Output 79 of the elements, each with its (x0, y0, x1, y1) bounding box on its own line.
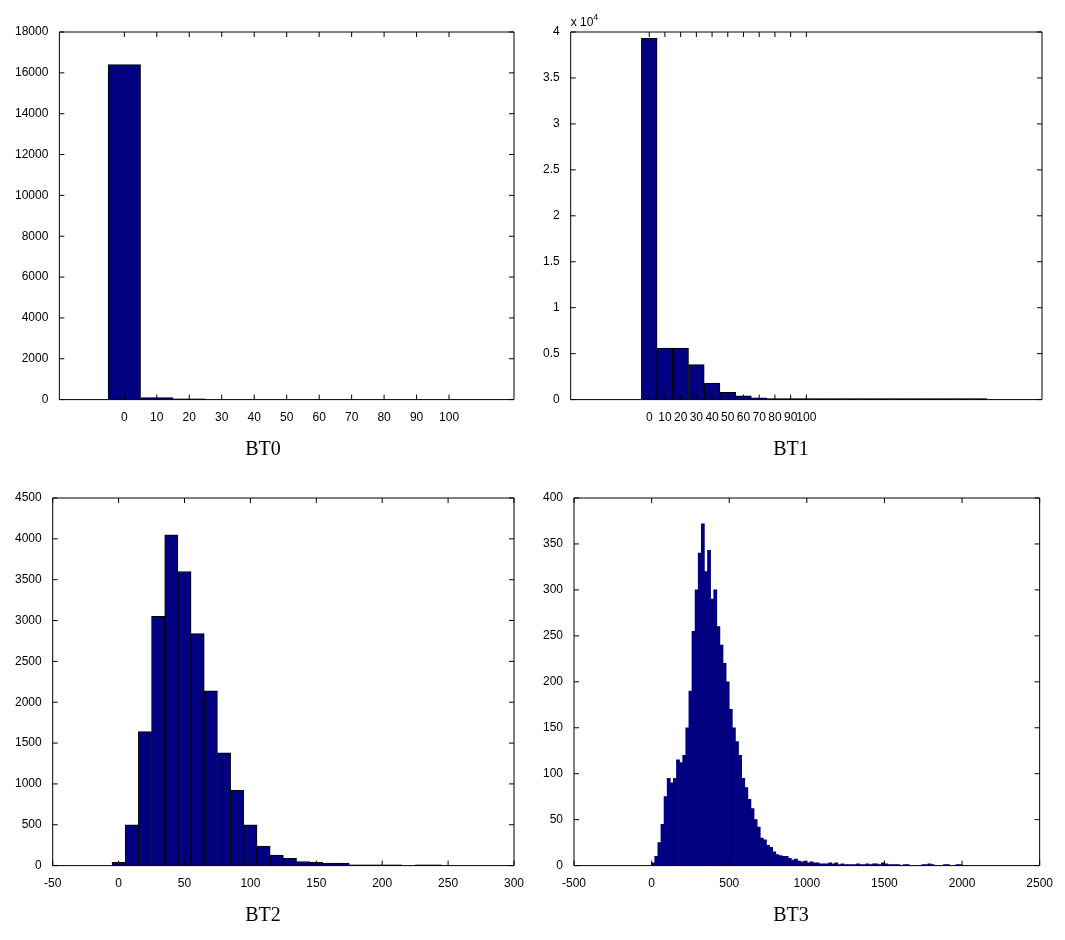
y-tick-label: 14000 (14, 106, 49, 120)
x-tick-label: 1500 (871, 876, 899, 891)
x-tick-label: -50 (44, 876, 62, 891)
y-tick-label: 100 (542, 766, 564, 781)
x-tick-label: 150 (306, 876, 327, 891)
y-tick-label: 50 (549, 811, 564, 826)
y-tick-label: 2500 (14, 653, 43, 668)
y-tick-label: 4000 (21, 310, 49, 325)
x-tick-label: 60 (312, 410, 327, 425)
x-tick-label: 60 (736, 410, 751, 425)
x-tick-label: 300 (503, 876, 525, 891)
x-tick-label: 30 (215, 410, 229, 425)
text: BT0 (245, 437, 281, 460)
y-tick-label: 400 (542, 490, 564, 505)
y-tick-label: 0 (41, 391, 49, 406)
x-tick-label: 20 (673, 410, 688, 425)
x-tick-label: 50 (721, 410, 735, 425)
y-tick-label: 18000 (14, 24, 49, 39)
x-tick-label: 40 (705, 410, 720, 425)
y-tick-label: 8000 (21, 228, 49, 243)
x-tick-label: 1000 (793, 876, 821, 891)
y-tick-label: 2.5 (542, 162, 560, 177)
y-tick-label: 2 (552, 208, 560, 223)
text: BT3 (773, 903, 809, 926)
y-tick-label: 300 (542, 582, 564, 597)
x-tick-label: 100 (439, 410, 460, 425)
x-tick-label: 250 (438, 876, 459, 891)
y-tick-label: 1 (552, 300, 560, 315)
y-tick-label: 3.5 (542, 70, 560, 85)
x-tick-label: 2000 (948, 876, 976, 891)
x-tick-label: 20 (182, 410, 197, 425)
y-tick-label: 4000 (14, 531, 43, 546)
x-tick-label: 70 (344, 410, 359, 425)
x-tick-label: 80 (377, 410, 392, 425)
y-tick-label: 350 (542, 536, 564, 551)
y-tick-label: 4500 (14, 490, 43, 505)
x-tick-label: 10 (150, 410, 164, 425)
y-tick-label: 0.5 (542, 345, 560, 360)
x-tick-label: 90 (783, 410, 798, 425)
x-tick-label: 40 (247, 410, 262, 425)
x-tick-label: 0 (645, 410, 653, 425)
x-tick-label: 30 (689, 410, 704, 425)
y-tick-label: 10000 (14, 187, 49, 202)
y-tick-label: 3 (552, 116, 560, 131)
text: BT2 (245, 903, 281, 926)
x-tick-label: 500 (719, 876, 740, 891)
y-tick-label: 1000 (14, 776, 43, 791)
y-tick-label: 12000 (14, 146, 49, 161)
y-tick-label: 0 (552, 391, 560, 406)
y-tick-label: 1.5 (542, 254, 560, 269)
y-tick-label: 3000 (14, 612, 43, 627)
y-tick-label: 16000 (14, 65, 49, 80)
x-tick-label: -500 (562, 876, 587, 891)
x-tick-label: 0 (115, 876, 123, 891)
x-tick-label: 80 (768, 410, 782, 425)
text: BT1 (773, 437, 809, 460)
y-tick-label: 0 (556, 857, 564, 872)
x-tick-label: 70 (752, 410, 767, 425)
y-tick-label: 150 (542, 720, 564, 735)
y-tick-label: 4 (552, 24, 560, 39)
x-tick-label: 200 (372, 876, 393, 891)
x-tick-label: 0 (120, 410, 128, 425)
y-tick-label: 2000 (21, 351, 49, 366)
x-tick-label: 10 (658, 410, 672, 425)
y-tick-label: 0 (35, 857, 43, 872)
y-tick-label: 3500 (14, 572, 43, 586)
y-tick-label: 1500 (14, 735, 43, 750)
x-tick-label: 100 (240, 876, 261, 891)
x-tick-label: 2500 (1026, 876, 1054, 891)
x-tick-label: 50 (280, 410, 294, 425)
y-tick-label: 250 (542, 628, 564, 643)
y-tick-label: 6000 (21, 269, 49, 284)
y-tick-label: 200 (542, 674, 564, 689)
y-tick-label: 500 (21, 817, 43, 832)
x-tick-label: 90 (409, 410, 424, 425)
x-tick-label: 50 (177, 876, 192, 891)
y-tick-label: 2000 (14, 694, 43, 709)
x-tick-label: 0 (648, 876, 656, 891)
x-tick-label: 100 (796, 410, 817, 425)
